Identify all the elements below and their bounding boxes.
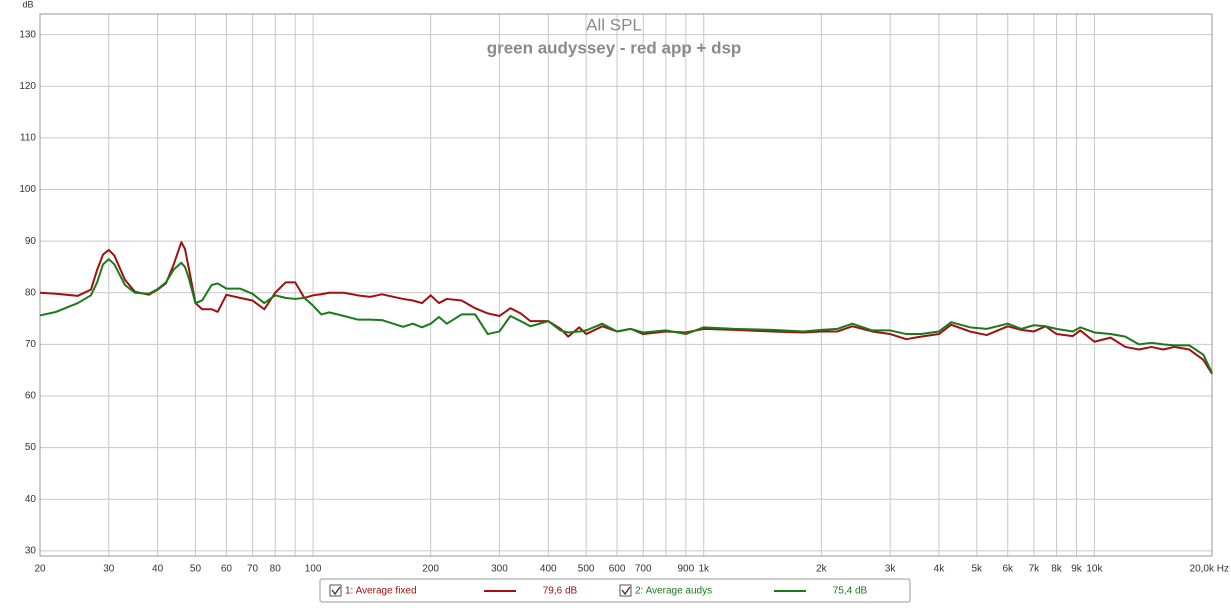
x-tick-label: 60 — [221, 564, 233, 575]
chart-subtitle: green audyssey - red app + dsp — [487, 38, 742, 57]
x-tick-label: 3k — [885, 564, 897, 575]
y-tick-label: 110 — [20, 133, 36, 144]
legend-check — [331, 586, 341, 596]
legend-checkbox[interactable] — [329, 584, 342, 597]
lines — [39, 241, 1213, 375]
legend-level: 75,4 dB — [833, 586, 868, 597]
y-tick-label: 90 — [25, 236, 37, 247]
legend-checkbox[interactable] — [619, 584, 632, 597]
x-tick-label: 400 — [540, 564, 557, 575]
x-tick-label: 9k — [1071, 564, 1083, 575]
y-tick-label: 80 — [25, 287, 37, 298]
x-tick-label: 2k — [816, 564, 828, 575]
y-tick-label: 130 — [19, 29, 36, 40]
x-tick-label: 500 — [578, 564, 595, 575]
x-tick-label: 7k — [1029, 564, 1041, 575]
legend-check — [621, 586, 631, 596]
x-tick-label: 10k — [1086, 564, 1103, 575]
y-tick-label: 40 — [25, 494, 37, 505]
x-tick-label: 600 — [609, 564, 626, 575]
y-tick-label: 70 — [25, 339, 37, 350]
x-tick-label: 80 — [270, 564, 282, 575]
x-tick-label: 4k — [934, 564, 946, 575]
x-tick-label: 70 — [247, 564, 259, 575]
x-tick-label: 20 — [34, 564, 46, 575]
plot-frame — [39, 13, 1213, 557]
legend-label: 1: Average fixed — [345, 586, 417, 597]
y-tick-label: 60 — [25, 391, 37, 402]
x-tick-label: 900 — [678, 564, 695, 575]
legend-label: 2: Average audys — [635, 586, 712, 597]
y-tick-label: 50 — [25, 442, 37, 453]
y-tick-label: 100 — [19, 184, 36, 195]
x-tick-label: 700 — [635, 564, 652, 575]
y-axis-label: dB — [22, 0, 33, 9]
x-tick-label: 1k — [698, 564, 710, 575]
legend: 1: Average fixed 79,6 dB 2: Average audys 7… — [329, 584, 868, 597]
x-tick-label: 8k — [1051, 564, 1063, 575]
x-tick-label: 300 — [491, 564, 508, 575]
x-tick-label: 100 — [305, 564, 322, 575]
x-tick-label: 20,0k Hz — [1190, 564, 1229, 575]
y-tick-label: 30 — [25, 545, 37, 556]
y-tick-label: 120 — [19, 81, 36, 92]
x-tick-label: 200 — [422, 564, 439, 575]
series-line — [39, 241, 1213, 375]
legend-level: 79,6 dB — [543, 586, 578, 597]
x-tick-label: 50 — [190, 564, 202, 575]
x-tick-label: 5k — [972, 564, 984, 575]
x-tick-label: 6k — [1002, 564, 1014, 575]
x-tick-label: 40 — [152, 564, 164, 575]
x-tick-label: 30 — [103, 564, 115, 575]
legend-box — [319, 578, 911, 603]
chart-title: All SPL — [586, 15, 642, 34]
series-line — [39, 258, 1213, 374]
